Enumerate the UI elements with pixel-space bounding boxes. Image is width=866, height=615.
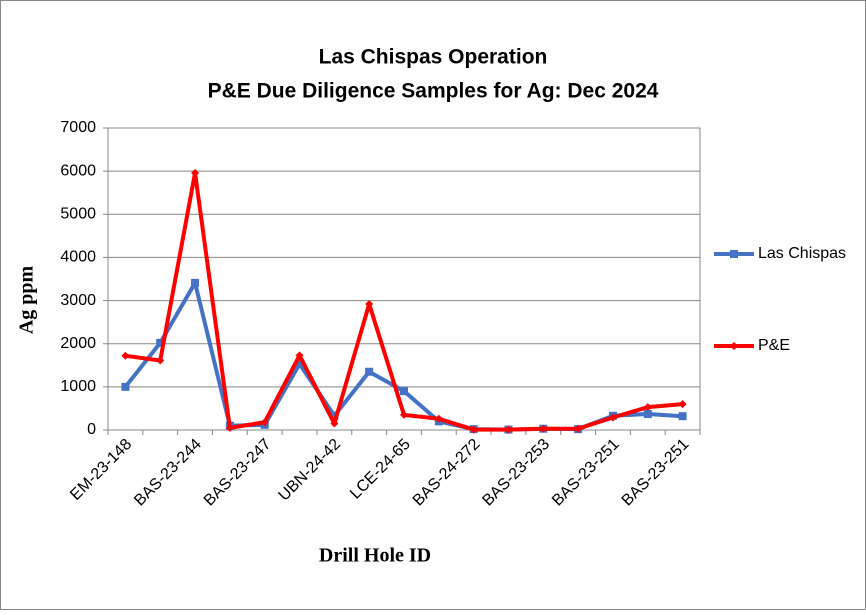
point-marker xyxy=(400,410,408,419)
point-marker xyxy=(156,338,165,347)
point-marker xyxy=(608,413,617,422)
y-tick-label: 1000 xyxy=(60,378,96,395)
y-tick-label: 3000 xyxy=(60,292,96,309)
point-marker xyxy=(295,359,304,368)
legend-label: Las Chispas xyxy=(758,245,846,262)
y-tick-label: 5000 xyxy=(60,206,96,223)
y-tick-label: 7000 xyxy=(60,119,96,136)
y-tick-label: 6000 xyxy=(60,162,96,179)
point-marker xyxy=(121,351,130,360)
legend-label: P&E xyxy=(758,337,790,354)
point-marker xyxy=(539,424,548,433)
y-axis-label: Ag ppm xyxy=(16,265,38,334)
point-marker xyxy=(365,367,374,376)
y-tick-label: 4000 xyxy=(60,249,96,266)
point-marker xyxy=(260,418,269,427)
point-marker xyxy=(574,424,583,433)
point-marker xyxy=(504,425,513,434)
point-marker xyxy=(191,168,200,177)
point-marker xyxy=(295,351,304,360)
chart-title: P&E Due Diligence Samples for Ag: Dec 20… xyxy=(208,80,659,103)
point-marker xyxy=(191,278,200,287)
y-tick-label: 2000 xyxy=(60,335,96,352)
point-marker xyxy=(225,423,234,432)
point-marker xyxy=(330,419,339,428)
point-marker xyxy=(365,300,374,309)
legend-marker xyxy=(730,250,738,258)
point-marker xyxy=(400,387,408,396)
point-marker xyxy=(469,425,478,434)
point-marker xyxy=(643,403,652,412)
point-marker xyxy=(643,410,652,419)
point-marker xyxy=(121,382,130,391)
x-axis-label: Drill Hole ID xyxy=(319,545,431,567)
chart-title: Las Chispas Operation xyxy=(319,46,548,69)
point-marker xyxy=(156,356,165,365)
point-marker xyxy=(678,400,687,409)
point-marker xyxy=(434,414,443,423)
y-tick-label: 0 xyxy=(87,421,96,438)
point-marker xyxy=(678,412,687,421)
point-marker xyxy=(330,411,339,420)
legend-marker xyxy=(730,342,738,350)
